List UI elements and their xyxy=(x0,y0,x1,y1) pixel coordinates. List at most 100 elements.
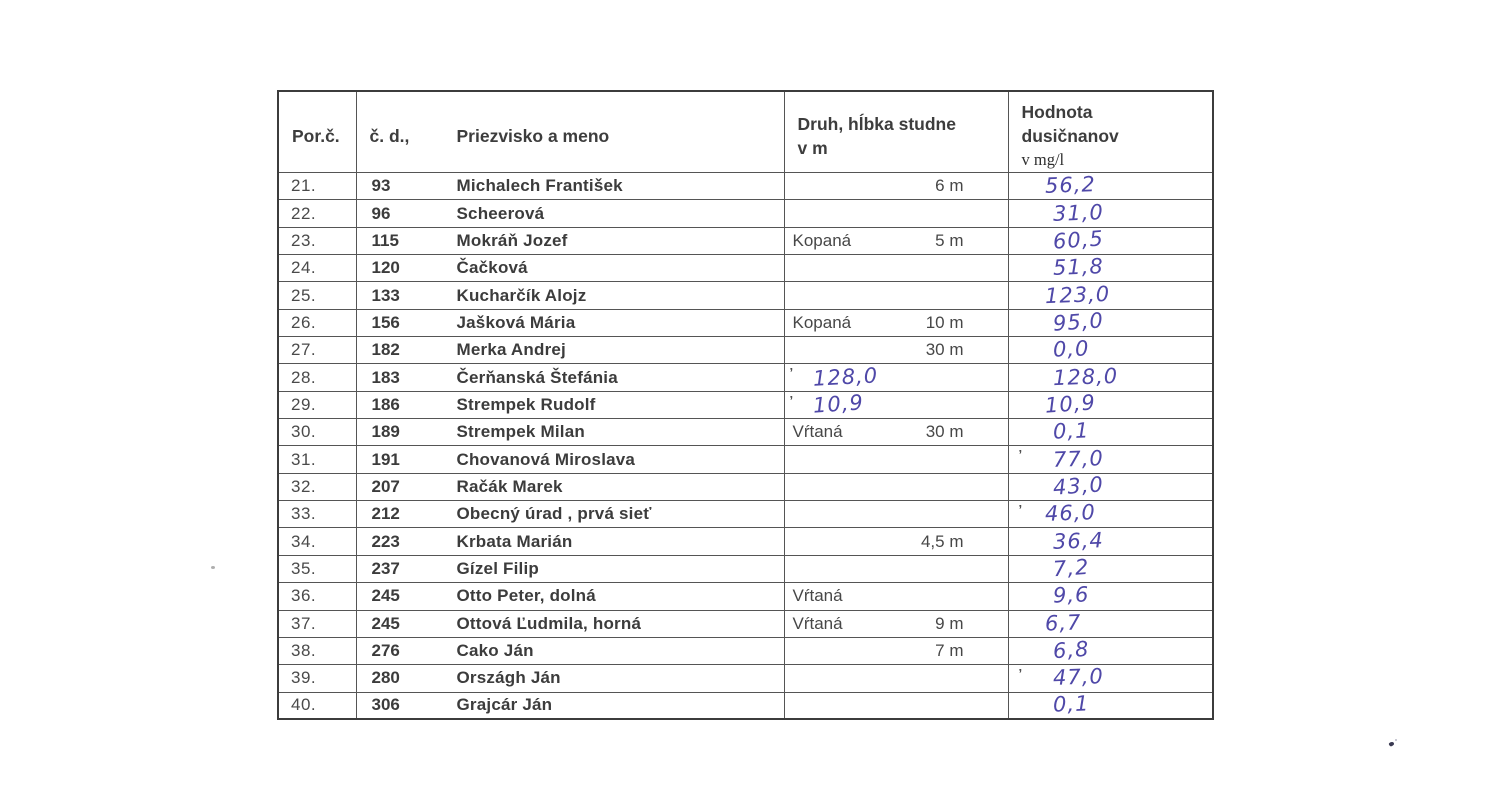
house-number: 191 xyxy=(371,449,400,469)
header-hodnota-line2: dusičnanov xyxy=(1021,126,1119,146)
row-number: 31. xyxy=(291,449,317,469)
table-row: 29. 186 Strempek Rudolf ’ 10,9 10,9 xyxy=(277,390,1214,420)
row-number: 35. xyxy=(291,558,317,578)
row-number: 25. xyxy=(291,285,317,305)
cell-well-type-depth: 7 m xyxy=(783,636,1009,666)
house-number: 189 xyxy=(371,422,400,442)
header-porc-label: Por.č. xyxy=(292,126,340,146)
row-number: 23. xyxy=(291,230,317,250)
handwritten-nitrate-value: 77,0 xyxy=(1052,445,1104,472)
cell-cd-name: 120 Čačková xyxy=(355,254,785,283)
row-number: 24. xyxy=(291,258,317,278)
cell-nitrate-value: 6,7 xyxy=(1007,609,1214,638)
cell-nitrate-value: 51,8 xyxy=(1007,254,1214,283)
person-name: Országh Ján xyxy=(456,668,561,688)
person-name: Čerňanská Štefánia xyxy=(456,367,618,387)
apostrophe-mark: ’ xyxy=(789,392,794,408)
cell-well-type-depth xyxy=(783,472,1009,502)
handwritten-nitrate-value: 7,2 xyxy=(1051,554,1090,582)
handwritten-nitrate-value: 51,8 xyxy=(1052,254,1104,281)
cell-porc: 30. xyxy=(277,418,357,447)
cell-well-type-depth: 30 m xyxy=(783,336,1009,365)
left-margin-speck xyxy=(211,566,215,569)
table-row: 23. 115 Mokráň Jozef Kopaná 5 m 60,5 xyxy=(277,226,1214,256)
well-depth: 6 m xyxy=(935,176,964,196)
cell-porc: 31. xyxy=(277,445,357,474)
row-number: 30. xyxy=(291,422,317,442)
well-depth: 30 m xyxy=(925,422,964,442)
house-number: 245 xyxy=(371,586,400,606)
house-number: 96 xyxy=(371,203,391,223)
cell-cd-name: 189 Strempek Milan xyxy=(355,418,785,447)
cell-cd-name: 212 Obecný úrad , prvá sieť xyxy=(355,500,785,529)
cell-porc: 38. xyxy=(277,636,357,666)
row-number: 36. xyxy=(291,586,317,606)
table-header: Por.č. č. d., Priezvisko a meno Druh, hĺb… xyxy=(277,90,1214,173)
table-row: 28. 183 Čerňanská Štefánia ’ 128,0 128,0 xyxy=(277,362,1214,392)
table-row: 27. 182 Merka Andrej 30 m 0,0 xyxy=(277,336,1214,365)
table-row: 22. 96 Scheerová 31,0 xyxy=(277,199,1214,228)
person-name: Čačková xyxy=(456,258,528,278)
cell-nitrate-value: 128,0 xyxy=(1007,363,1214,392)
handwritten-nitrate-value: 60,5 xyxy=(1051,226,1105,254)
house-number: 223 xyxy=(371,531,400,551)
table-row: 36. 245 Otto Peter, dolná Vŕtaná 9,6 xyxy=(277,582,1214,611)
cell-cd-name: 223 Krbata Marián xyxy=(355,527,785,556)
cell-porc: 40. xyxy=(277,691,357,720)
handwritten-nitrate-value: 56,2 xyxy=(1044,172,1096,199)
house-number: 237 xyxy=(371,558,400,578)
handwritten-nitrate-value: 6,7 xyxy=(1044,610,1082,636)
house-number: 133 xyxy=(371,285,400,305)
cell-cd-name: 245 Ottová Ľudmila, horná xyxy=(355,609,785,638)
table-row: 25. 133 Kucharčík Alojz 123,0 xyxy=(277,281,1214,310)
cell-porc: 35. xyxy=(277,554,357,584)
table-row: 30. 189 Strempek Milan Vŕtaná 30 m 0,1 xyxy=(277,418,1214,447)
apostrophe-mark: ’ xyxy=(789,365,794,381)
handwritten-nitrate-value: 36,4 xyxy=(1052,527,1104,554)
person-name: Merka Andrej xyxy=(456,340,566,360)
cell-nitrate-value: 43,0 xyxy=(1007,472,1214,502)
cell-cd-name: 96 Scheerová xyxy=(355,199,785,228)
handwritten-nitrate-value: 9,6 xyxy=(1052,582,1090,608)
cell-well-type-depth xyxy=(783,664,1009,693)
table-row: 32. 207 Račák Marek 43,0 xyxy=(277,472,1214,502)
well-depth: 30 m xyxy=(925,340,964,360)
row-number: 28. xyxy=(291,367,317,387)
person-name: Otto Peter, dolná xyxy=(456,586,596,606)
handwritten-nitrate-value: 0,1 xyxy=(1052,418,1090,444)
table-row: 33. 212 Obecný úrad , prvá sieť ’ 46,0 xyxy=(277,500,1214,529)
cell-porc: 25. xyxy=(277,281,357,310)
cell-nitrate-value: 10,9 xyxy=(1007,390,1214,420)
cell-porc: 28. xyxy=(277,363,357,392)
cell-well-type-depth: Vŕtaná xyxy=(783,582,1009,611)
house-number: 120 xyxy=(371,258,400,278)
person-name: Krbata Marián xyxy=(456,531,573,551)
cell-porc: 34. xyxy=(277,527,357,556)
cell-well-type-depth xyxy=(783,254,1009,283)
cell-well-type-depth: Vŕtaná 30 m xyxy=(783,418,1009,447)
cell-well-type-depth xyxy=(783,445,1009,474)
table-header-row: Por.č. č. d., Priezvisko a meno Druh, hĺb… xyxy=(277,90,1214,173)
handwritten-depth-value: 10,9 xyxy=(811,390,865,418)
handwritten-nitrate-value: 43,0 xyxy=(1051,472,1105,500)
cell-cd-name: 156 Jašková Mária xyxy=(355,308,785,338)
handwritten-nitrate-value: 31,0 xyxy=(1052,199,1104,226)
cell-porc: 32. xyxy=(277,472,357,502)
cell-porc: 39. xyxy=(277,664,357,693)
person-name: Ottová Ľudmila, horná xyxy=(456,613,642,633)
well-type: Kopaná xyxy=(792,230,852,250)
cell-nitrate-value: 31,0 xyxy=(1007,199,1214,228)
cell-porc: 24. xyxy=(277,254,357,283)
row-number: 38. xyxy=(291,641,317,661)
cell-nitrate-value: 6,8 xyxy=(1007,637,1214,666)
house-number: 207 xyxy=(371,476,400,496)
house-number: 115 xyxy=(371,230,399,250)
cell-nitrate-value: ’ 47,0 xyxy=(1007,664,1214,693)
header-hodnota-line1: Hodnota xyxy=(1021,102,1093,122)
house-number: 156 xyxy=(371,312,400,332)
house-number: 276 xyxy=(371,641,400,661)
person-name: Gízel Filip xyxy=(456,558,539,578)
handwritten-depth-value: 128,0 xyxy=(811,362,879,391)
table-row: 39. 280 Országh Ján ’ 47,0 xyxy=(277,664,1214,693)
